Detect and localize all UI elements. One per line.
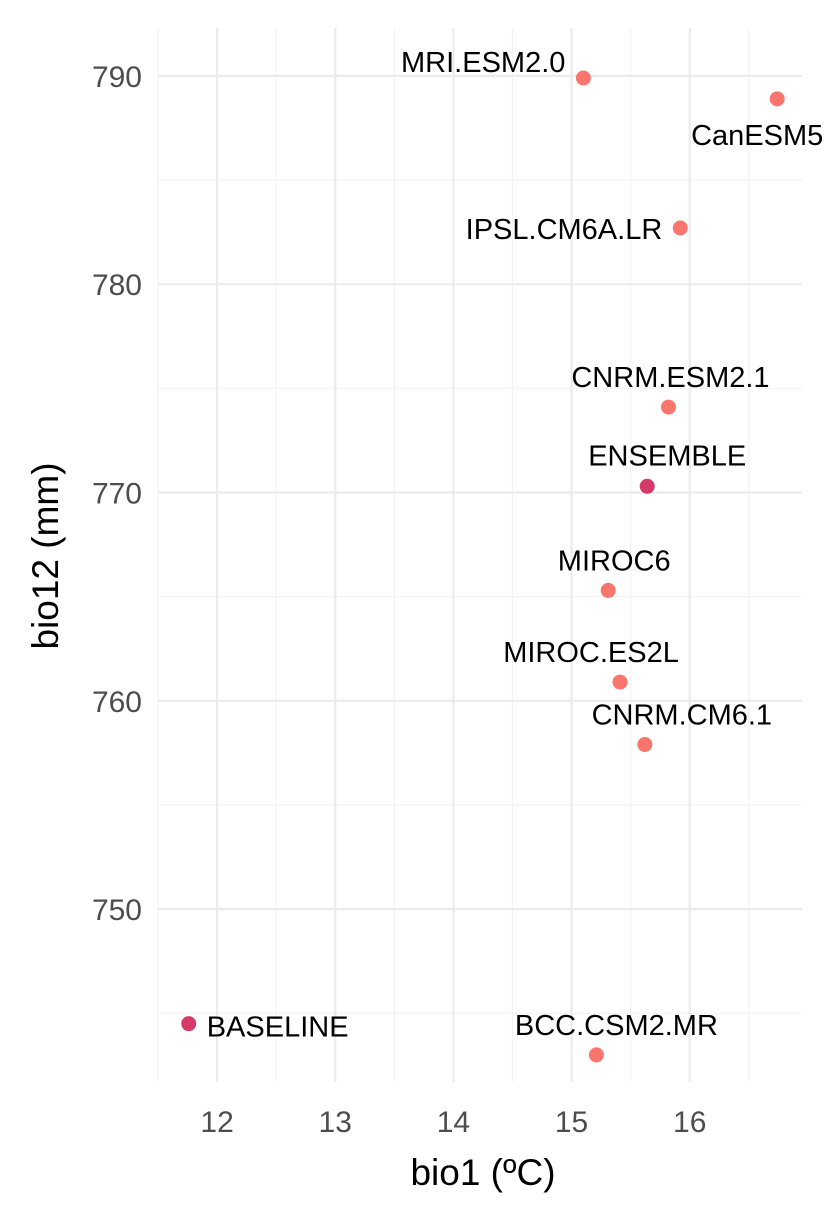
y-tick-label: 790	[92, 61, 142, 94]
y-tick-label: 770	[92, 478, 142, 511]
y-tick-label: 760	[92, 686, 142, 719]
data-points	[181, 70, 785, 1063]
point-label: CNRM.CM6.1	[592, 700, 772, 732]
data-point	[769, 91, 785, 107]
point-label: MIROC6	[558, 545, 671, 577]
axis-ticks: 12 13 14 15 16 750 760 770 780 790	[92, 61, 706, 1139]
x-tick-label: 15	[555, 1106, 588, 1139]
data-point	[660, 399, 676, 415]
data-point	[612, 674, 628, 690]
data-point	[181, 1016, 197, 1032]
data-point	[588, 1047, 604, 1063]
x-tick-label: 14	[437, 1106, 470, 1139]
point-label: IPSL.CM6A.LR	[466, 214, 663, 246]
data-point	[575, 70, 591, 86]
x-tick-label: 12	[200, 1106, 233, 1139]
y-tick-label: 780	[92, 269, 142, 302]
grid	[157, 28, 802, 1082]
x-tick-label: 16	[673, 1106, 706, 1139]
point-label: MRI.ESM2.0	[401, 47, 565, 79]
x-tick-label: 13	[319, 1106, 352, 1139]
point-label: ENSEMBLE	[588, 440, 746, 472]
data-point	[639, 478, 655, 494]
point-label: CNRM.ESM2.1	[571, 362, 769, 394]
x-axis-title: bio1 (ºC)	[410, 1152, 555, 1193]
data-point	[637, 737, 653, 753]
y-axis-title: bio12 (mm)	[25, 462, 66, 649]
data-point	[672, 220, 688, 236]
y-tick-label: 750	[92, 894, 142, 927]
point-label: BASELINE	[207, 1012, 349, 1044]
point-label: MIROC.ES2L	[503, 637, 679, 669]
point-label: CanESM5	[691, 120, 823, 152]
point-label: BCC.CSM2.MR	[515, 1010, 718, 1042]
data-point	[600, 582, 616, 598]
point-labels: MRI.ESM2.0 CanESM5 IPSL.CM6A.LR CNRM.ESM2.1…	[207, 47, 824, 1044]
